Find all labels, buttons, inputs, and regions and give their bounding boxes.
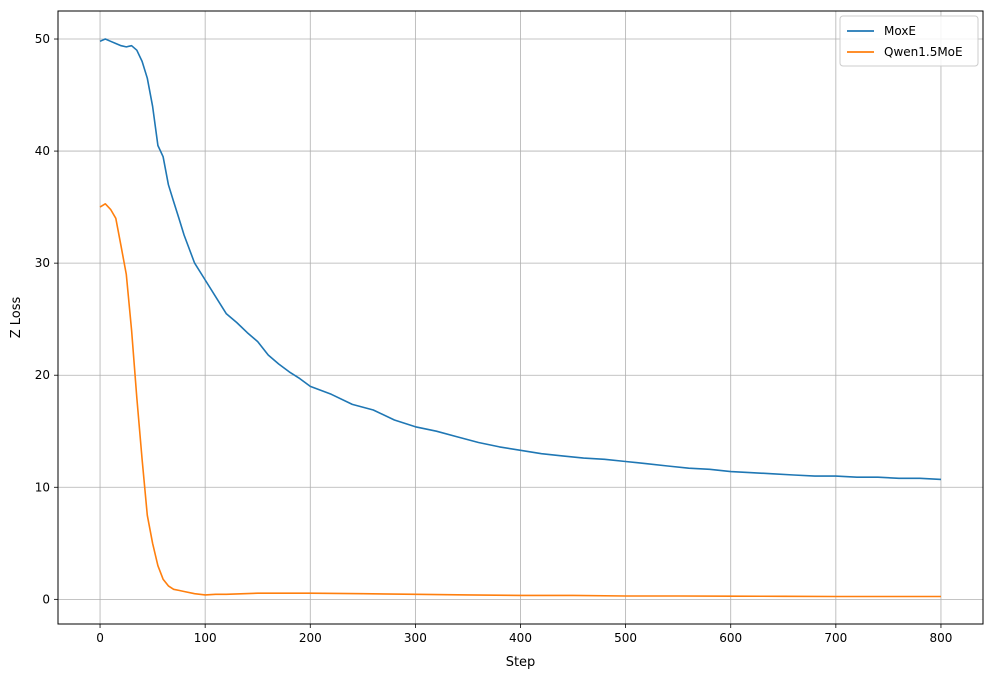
y-tick-label: 10 xyxy=(35,480,50,494)
x-tick-label: 100 xyxy=(194,631,217,645)
x-tick-label: 700 xyxy=(824,631,847,645)
y-tick-label: 0 xyxy=(42,592,50,606)
x-tick-label: 500 xyxy=(614,631,637,645)
x-tick-label: 200 xyxy=(299,631,322,645)
x-tick-label: 800 xyxy=(930,631,953,645)
x-tick-label: 300 xyxy=(404,631,427,645)
legend: MoxE Qwen1.5MoE xyxy=(839,15,979,67)
series-line-1 xyxy=(99,203,941,598)
x-tick-label: 600 xyxy=(719,631,742,645)
y-axis-label: Z Loss xyxy=(9,297,24,339)
y-tick-label: 40 xyxy=(35,144,50,158)
legend-label: MoxE xyxy=(884,24,916,38)
series-lines xyxy=(99,38,942,598)
legend-box xyxy=(839,15,979,67)
x-tick-label: 0 xyxy=(96,631,104,645)
x-tick-label: 400 xyxy=(509,631,532,645)
legend-label: Qwen1.5MoE xyxy=(884,45,963,59)
y-tick-label: 50 xyxy=(35,32,50,46)
grid-lines xyxy=(58,11,983,624)
axis-ticks: 0 100 200 300 400 500 600 700 800 0 10 20 30 40 50 xyxy=(35,32,953,645)
y-tick-label: 20 xyxy=(35,368,50,382)
y-tick-label: 30 xyxy=(35,256,50,270)
x-axis-label: Step xyxy=(506,655,536,670)
series-line-0 xyxy=(99,38,942,481)
